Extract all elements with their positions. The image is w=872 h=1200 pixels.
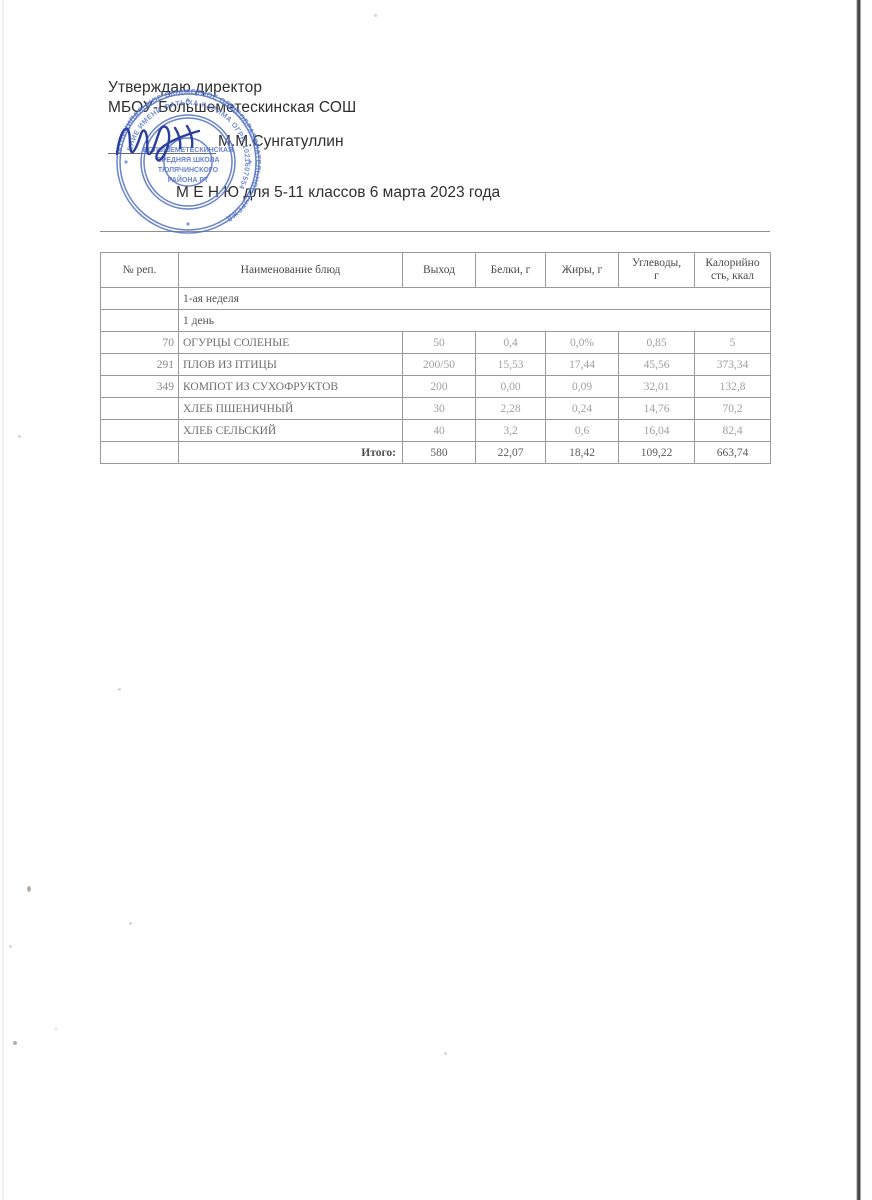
- cell-fat: 0,24: [545, 397, 619, 420]
- cell-recipe-no: 349: [100, 375, 179, 398]
- svg-text:СРЕДНЯЯ ШКОЛА: СРЕДНЯЯ ШКОЛА: [157, 157, 220, 164]
- scan-edge-right-margin: [861, 0, 872, 1200]
- approval-line-1: Утверждаю директор: [108, 79, 263, 96]
- cell-empty: [100, 441, 179, 464]
- scan-speck: [118, 688, 121, 691]
- cell-protein: 0,4: [475, 331, 546, 354]
- scan-speck: [18, 435, 21, 438]
- scan-speck: [55, 1028, 57, 1030]
- cell-calories: 82,4: [694, 419, 771, 442]
- cell-dish-name: ОГУРЦЫ СОЛЕНЫЕ: [178, 331, 403, 354]
- table-header-row: № реп. Наименование блюд Выход Белки, г …: [100, 252, 771, 288]
- header-line-1: Наименование блюд: [240, 263, 341, 276]
- total-label: Итого:: [178, 441, 403, 464]
- header-line-1: Углеводы,: [631, 257, 682, 269]
- cell-protein: 0,00: [475, 375, 546, 398]
- cell-carbs: 16,04: [618, 419, 695, 442]
- header-divider: [100, 231, 770, 232]
- cell-calories: 5: [694, 331, 771, 354]
- table-row: ХЛЕБ ПШЕНИЧНЫЙ 30 2,28 0,24 14,76 70,2: [100, 397, 771, 420]
- column-header-output: Выход: [402, 252, 476, 288]
- cell-output: 200/50: [402, 353, 476, 376]
- cell-output: 50: [402, 331, 476, 354]
- scan-edge-left: [2, 0, 4, 1200]
- table-row: ХЛЕБ СЕЛЬСКИЙ 40 3,2 0,6 16,04 82,4: [100, 419, 771, 442]
- page-title: М Е Н Ю для 5-11 классов 6 марта 2023 го…: [176, 184, 501, 201]
- column-header-carbs: Углеводы, г: [618, 252, 695, 288]
- column-header-recipe-no: № реп.: [100, 252, 179, 288]
- cell-output: 40: [402, 419, 476, 442]
- cell-protein: 2,28: [475, 397, 546, 420]
- scan-speck: [9, 945, 12, 948]
- cell-recipe-no: [100, 397, 179, 420]
- svg-text:ТЮЛЯЧИНСКОГО: ТЮЛЯЧИНСКОГО: [158, 167, 219, 174]
- table-row: 70 ОГУРЦЫ СОЛЕНЫЕ 50 0,4 0,0% 0,85 5: [100, 331, 771, 354]
- total-output: 580: [402, 441, 476, 464]
- total-fat: 18,42: [545, 441, 619, 464]
- cell-dish-name: ХЛЕБ ПШЕНИЧНЫЙ: [178, 397, 403, 420]
- column-header-dish-name: Наименование блюд: [178, 252, 403, 288]
- svg-text:РАЙОНА РТ: РАЙОНА РТ: [168, 175, 209, 184]
- header-line-1: Выход: [423, 263, 455, 276]
- cell-empty: [100, 287, 179, 310]
- header-line-1: Калорийно: [705, 257, 760, 269]
- cell-fat: 17,44: [545, 353, 619, 376]
- total-carbs: 109,22: [618, 441, 695, 464]
- cell-protein: 3,2: [475, 419, 546, 442]
- scan-speck: [444, 1052, 447, 1055]
- section-label-week: 1-ая неделя: [178, 287, 771, 310]
- signature-rule: [108, 153, 216, 154]
- cell-dish-name: ХЛЕБ СЕЛЬСКИЙ: [178, 419, 403, 442]
- cell-output: 200: [402, 375, 476, 398]
- approver-name: М.М.Сунгатуллин: [218, 133, 344, 150]
- header-line-2: г: [654, 270, 659, 282]
- column-header-fat: Жиры, г: [545, 252, 619, 288]
- cell-recipe-no: 70: [100, 331, 179, 354]
- header-line-2: сть, ккал: [710, 270, 755, 282]
- table-row: 291 ПЛОВ ИЗ ПТИЦЫ 200/50 15,53 17,44 45,…: [100, 353, 771, 376]
- cell-recipe-no: [100, 419, 179, 442]
- column-header-calories: Калорийно сть, ккал: [694, 252, 771, 288]
- menu-table-container: № реп. Наименование блюд Выход Белки, г …: [100, 252, 771, 464]
- cell-carbs: 45,56: [618, 353, 695, 376]
- cell-carbs: 32,01: [618, 375, 695, 398]
- cell-dish-name: КОМПОТ ИЗ СУХОФРУКТОВ: [178, 375, 403, 398]
- scan-edge-right-shadow: [856, 0, 861, 1200]
- column-header-protein: Белки, г: [475, 252, 546, 288]
- section-label-day: 1 день: [178, 309, 771, 332]
- cell-fat: 0,0%: [545, 331, 619, 354]
- total-protein: 22,07: [475, 441, 546, 464]
- menu-table: № реп. Наименование блюд Выход Белки, г …: [100, 252, 771, 464]
- header-line-1: Белки, г: [490, 263, 531, 276]
- header-line-1: Жиры, г: [561, 263, 603, 276]
- header-line-1: № реп.: [122, 263, 157, 276]
- table-total-row: Итого: 580 22,07 18,42 109,22 663,74: [100, 441, 771, 464]
- cell-protein: 15,53: [475, 353, 546, 376]
- section-row-day: 1 день: [100, 309, 771, 332]
- total-calories: 663,74: [694, 441, 771, 464]
- cell-carbs: 14,76: [618, 397, 695, 420]
- approval-line-2: МБОУ-Большеметескинская СОШ: [108, 99, 357, 116]
- cell-calories: 132,8: [694, 375, 771, 398]
- cell-calories: 373,34: [694, 353, 771, 376]
- cell-calories: 70,2: [694, 397, 771, 420]
- section-row-week: 1-ая неделя: [100, 287, 771, 310]
- cell-output: 30: [402, 397, 476, 420]
- scan-speck: [27, 886, 31, 892]
- scan-speck: [13, 1041, 17, 1045]
- table-row: 349 КОМПОТ ИЗ СУХОФРУКТОВ 200 0,00 0,09 …: [100, 375, 771, 398]
- cell-empty: [100, 309, 179, 332]
- cell-recipe-no: 291: [100, 353, 179, 376]
- scan-speck: [129, 922, 132, 925]
- cell-dish-name: ПЛОВ ИЗ ПТИЦЫ: [178, 353, 403, 376]
- handwritten-signature: [115, 124, 201, 162]
- approval-block: Утверждаю директор МБОУ-Большеметескинск…: [108, 78, 668, 118]
- scan-speck: [374, 14, 377, 17]
- cell-fat: 0,6: [545, 419, 619, 442]
- cell-carbs: 0,85: [618, 331, 695, 354]
- cell-fat: 0,09: [545, 375, 619, 398]
